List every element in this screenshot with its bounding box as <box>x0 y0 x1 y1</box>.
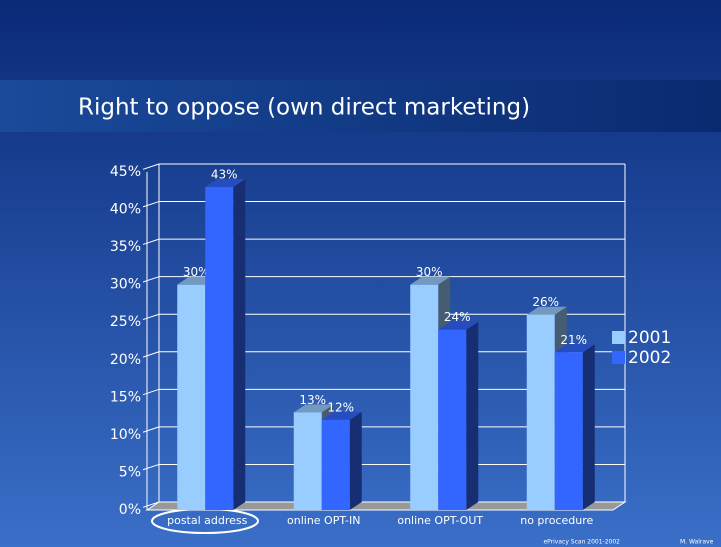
tick-mark <box>142 163 160 170</box>
x-tick-label: online OPT-IN <box>287 514 361 527</box>
tick-mark <box>142 501 160 508</box>
tick-mark <box>142 463 160 471</box>
legend-swatch <box>612 331 625 344</box>
bar-top <box>293 404 334 413</box>
y-tick-label: 15% <box>110 389 141 405</box>
y-tick-label: 5% <box>119 464 141 480</box>
bar-top <box>438 321 479 330</box>
bar-top <box>205 179 246 188</box>
tick-mark <box>142 426 160 433</box>
bar <box>438 329 467 510</box>
bar-side <box>582 344 595 510</box>
y-tick-label: 20% <box>110 352 141 368</box>
value-label: 13% <box>299 393 326 407</box>
bar-side <box>233 179 246 510</box>
value-label: 21% <box>560 333 587 347</box>
bar <box>321 419 350 510</box>
bar-top <box>526 306 567 315</box>
bar-side <box>349 411 362 510</box>
title-band <box>0 80 721 132</box>
tick-mark <box>142 201 160 208</box>
bar <box>177 284 206 510</box>
bar-side <box>466 321 479 510</box>
footer-source: ePrivacy Scan 2001-2002 <box>543 539 620 546</box>
value-label: 43% <box>211 168 238 182</box>
footer-author: M. Walrave <box>680 539 714 546</box>
bar-top <box>410 276 451 285</box>
legend-swatch <box>612 351 625 364</box>
x-tick-label: no procedure <box>520 514 593 527</box>
value-label: 30% <box>416 265 443 279</box>
tick-mark <box>142 276 160 283</box>
bar <box>293 412 322 510</box>
chart-title: Right to oppose (own direct marketing) <box>78 95 530 121</box>
x-tick-label: online OPT-OUT <box>397 514 483 527</box>
y-tick-label: 35% <box>110 239 141 255</box>
bar-top <box>554 344 595 353</box>
legend-label: 2002 <box>628 348 671 368</box>
bar <box>205 187 234 510</box>
legend-label: 2001 <box>628 328 671 348</box>
value-label: 26% <box>532 295 559 309</box>
tick-mark <box>142 388 160 396</box>
x-tick-label: postal address <box>167 514 248 527</box>
bar <box>526 314 555 510</box>
bar <box>410 284 439 510</box>
tick-mark <box>142 351 160 358</box>
value-label: 30% <box>183 265 210 279</box>
y-tick-label: 30% <box>110 277 141 293</box>
bar-top <box>321 411 362 420</box>
value-label: 12% <box>327 400 354 414</box>
value-label: 24% <box>444 310 471 324</box>
tick-mark <box>142 313 160 321</box>
bar <box>554 352 583 510</box>
y-tick-label: 25% <box>110 314 141 330</box>
y-tick-label: 40% <box>110 202 141 218</box>
y-tick-label: 0% <box>119 502 141 518</box>
y-tick-label: 45% <box>110 164 141 180</box>
y-tick-label: 10% <box>110 427 141 443</box>
tick-mark <box>142 238 160 245</box>
